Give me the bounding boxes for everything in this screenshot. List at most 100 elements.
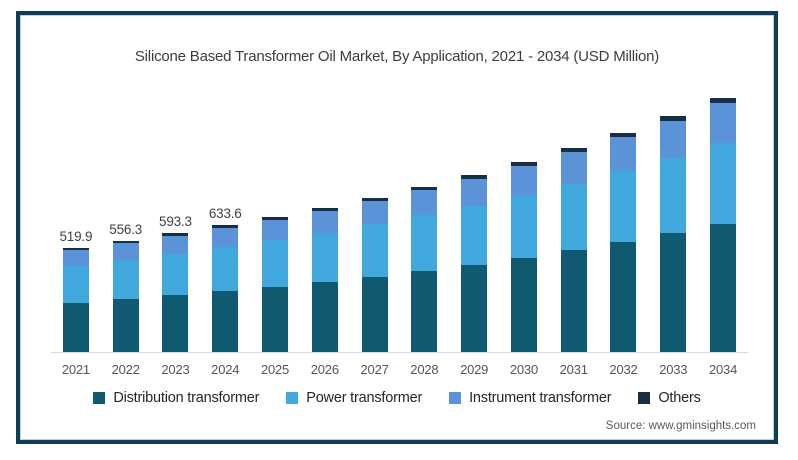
bar-segment-others [361, 197, 388, 201]
bar-segment-instrument-transformer [262, 219, 289, 241]
bar-total-label: 556.3 [109, 221, 143, 237]
bar-segment-distribution-transformer [262, 286, 289, 352]
bar-segment-distribution-transformer [461, 264, 488, 352]
bar-segment-instrument-transformer [62, 250, 89, 266]
bar-group-2031 [549, 92, 599, 352]
bar-group-2024: 633.6 [200, 92, 250, 352]
bar-segment-others [560, 148, 587, 153]
bar-group-2025 [250, 92, 300, 352]
bar-group-2032 [599, 92, 649, 352]
x-axis-label: 2032 [609, 362, 638, 377]
legend-label: Others [658, 390, 701, 406]
legend-item-others: Others [638, 390, 701, 406]
stacked-bar [660, 116, 687, 352]
stacked-bar [112, 240, 139, 352]
bar-segment-others [262, 216, 289, 220]
stacked-bar [560, 148, 587, 352]
x-axis-label: 2028 [410, 362, 439, 377]
bar-segment-others [660, 116, 687, 121]
stacked-bar [610, 132, 637, 352]
bar-group-2027 [350, 92, 400, 352]
legend-item-distribution-transformer: Distribution transformer [93, 390, 259, 406]
bar-segment-instrument-transformer [710, 103, 737, 143]
x-axis-line [51, 352, 748, 353]
bar-segment-others [311, 207, 338, 211]
bar-segment-instrument-transformer [162, 235, 189, 254]
bar-segment-distribution-transformer [411, 270, 438, 352]
legend-swatch [93, 392, 106, 404]
x-axis-label: 2025 [260, 362, 290, 377]
x-axis-label: 2023 [161, 362, 190, 377]
legend-item-power-transformer: Power transformer [286, 390, 422, 406]
legend-swatch [286, 392, 299, 404]
bar-group-2026 [300, 92, 350, 352]
x-axis-label: 2031 [559, 362, 588, 377]
chart-frame: Silicone Based Transformer Oil Market, B… [16, 11, 778, 444]
bar-group-2033 [648, 92, 698, 352]
bar-group-2030 [499, 92, 549, 352]
bar-group-2023: 593.3 [151, 92, 201, 352]
bar-segment-instrument-transformer [361, 200, 388, 225]
bar-segment-instrument-transformer [311, 210, 338, 233]
bar-total-label: 633.6 [208, 206, 242, 222]
bar-segment-distribution-transformer [311, 281, 338, 352]
bar-segment-power-transformer [112, 259, 139, 300]
bar-group-2021: 519.9 [51, 92, 101, 352]
bar-segment-power-transformer [510, 195, 537, 258]
bar-segment-instrument-transformer [411, 190, 438, 216]
bar-total-label: 519.9 [59, 229, 93, 245]
bar-segment-others [710, 98, 737, 104]
bar-segment-instrument-transformer [560, 152, 587, 184]
bar-segment-distribution-transformer [62, 302, 89, 352]
stacked-bar [262, 216, 289, 352]
bar-segment-power-transformer [262, 240, 289, 287]
bar-segment-distribution-transformer [112, 299, 139, 352]
x-axis-label: 2033 [659, 362, 688, 377]
x-axis-label: 2021 [61, 362, 90, 377]
bar-segment-distribution-transformer [660, 233, 687, 352]
x-axis-label: 2024 [211, 362, 240, 377]
bar-segment-power-transformer [610, 171, 637, 243]
bar-segment-others [510, 162, 537, 166]
bar-segment-power-transformer [311, 232, 338, 282]
legend-item-instrument-transformer: Instrument transformer [449, 390, 612, 406]
bar-segment-others [112, 240, 139, 244]
bar-segment-instrument-transformer [212, 227, 239, 248]
bar-group-2034 [698, 92, 748, 352]
bar-segment-distribution-transformer [361, 276, 388, 352]
bar-segment-distribution-transformer [560, 250, 587, 352]
bar-segment-others [62, 248, 89, 251]
stacked-bar [361, 197, 388, 352]
x-axis-label: 2030 [509, 362, 538, 377]
legend-swatch [638, 392, 651, 404]
bar-segment-power-transformer [212, 247, 239, 292]
bar-total-label: 593.3 [159, 214, 192, 230]
x-axis-label: 2026 [310, 362, 339, 377]
x-axis-label: 2029 [460, 362, 489, 377]
bar-segment-power-transformer [361, 224, 388, 277]
x-axis-label: 2034 [708, 362, 738, 377]
bar-segment-power-transformer [411, 215, 438, 271]
stacked-bar [461, 174, 488, 352]
bar-segment-power-transformer [62, 265, 89, 303]
x-axis-labels: 2021 2022 2023 2024 2025 2026 2027 2028 2029 2030… [51, 362, 748, 377]
legend-swatch [449, 392, 462, 404]
plot-area: 519.9 556.3 593.3 633.6 [51, 92, 748, 352]
bar-segment-power-transformer [461, 205, 488, 265]
bar-segment-power-transformer [560, 183, 587, 251]
stacked-bar [62, 248, 89, 352]
stacked-bar [212, 225, 239, 352]
bar-segment-power-transformer [162, 253, 189, 296]
x-axis-label: 2022 [111, 362, 140, 377]
chart-area: 519.9 556.3 593.3 633.6 2021 2022 2023 2024 202… [46, 92, 748, 377]
x-axis-label: 2027 [360, 362, 389, 377]
bar-group-2029 [449, 92, 499, 352]
stacked-bar [311, 207, 338, 352]
stacked-bar [162, 233, 189, 352]
bar-segment-instrument-transformer [510, 166, 537, 196]
bar-segment-distribution-transformer [212, 291, 239, 352]
bar-segment-instrument-transformer [660, 120, 687, 158]
bar-segment-power-transformer [660, 157, 687, 234]
legend: Distribution transformer Power transforme… [20, 390, 774, 406]
chart-title: Silicone Based Transformer Oil Market, B… [134, 48, 660, 65]
